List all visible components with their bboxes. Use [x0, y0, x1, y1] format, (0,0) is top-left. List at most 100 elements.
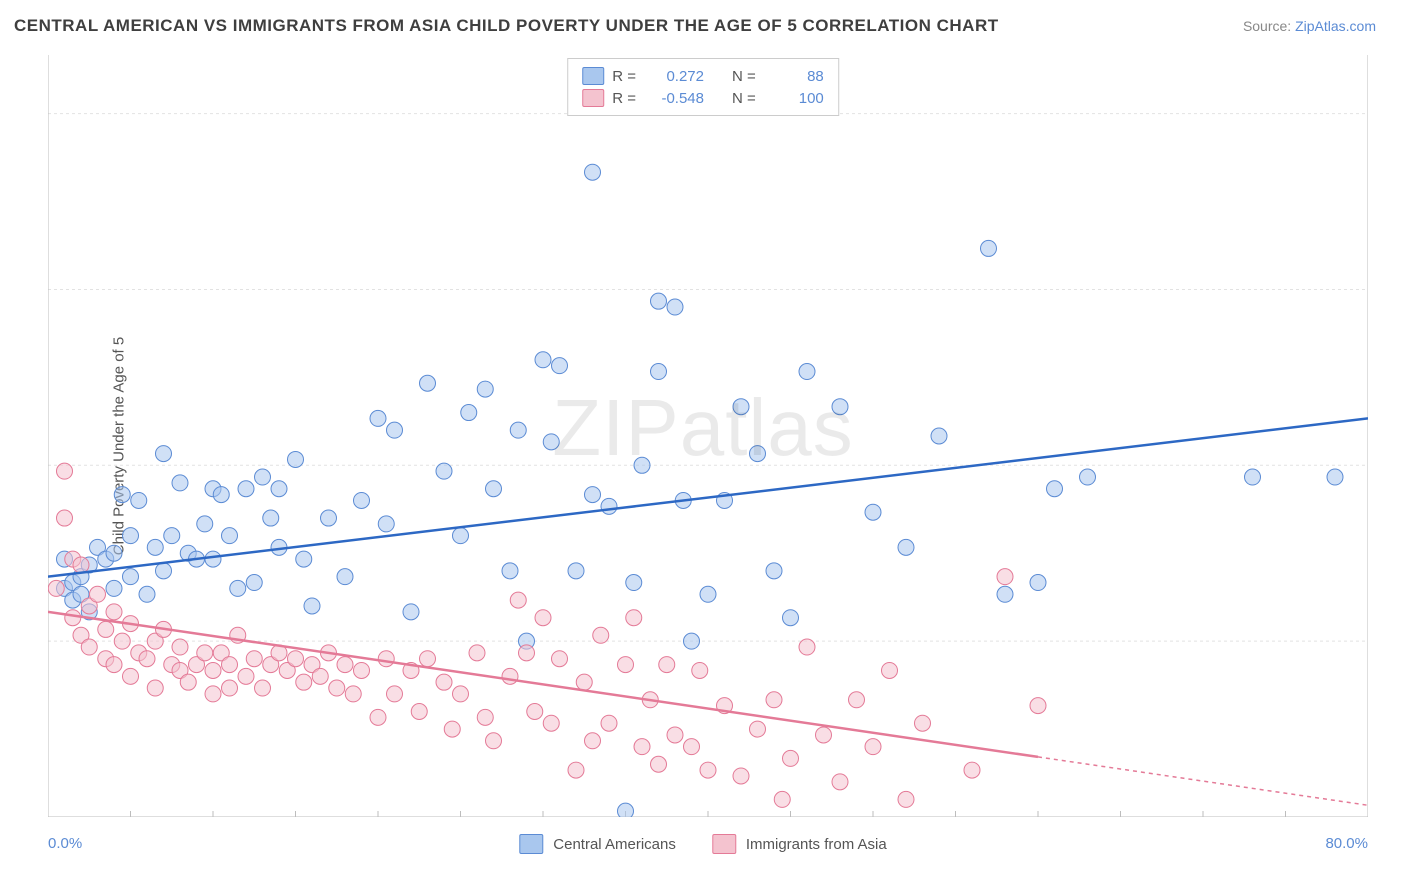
scatter-point — [651, 293, 667, 309]
scatter-point — [576, 674, 592, 690]
scatter-point — [106, 604, 122, 620]
scatter-point — [387, 686, 403, 702]
scatter-point — [750, 446, 766, 462]
scatter-point — [659, 657, 675, 673]
scatter-point — [98, 621, 114, 637]
scatter-point — [288, 451, 304, 467]
scatter-point — [48, 580, 64, 596]
scatter-point — [634, 457, 650, 473]
legend-n-label: N = — [732, 68, 756, 85]
scatter-point — [172, 639, 188, 655]
scatter-point — [230, 580, 246, 596]
scatter-point — [543, 434, 559, 450]
legend-r-value-b: -0.548 — [644, 90, 704, 107]
scatter-point — [370, 709, 386, 725]
scatter-point — [477, 381, 493, 397]
scatter-point — [535, 610, 551, 626]
scatter-point — [1030, 698, 1046, 714]
legend-row-series-b: R = -0.548 N = 100 — [582, 87, 824, 109]
scatter-point — [997, 569, 1013, 585]
scatter-point — [832, 399, 848, 415]
scatter-point — [700, 586, 716, 602]
scatter-point — [263, 510, 279, 526]
scatter-point — [255, 469, 271, 485]
scatter-point — [57, 510, 73, 526]
scatter-point — [832, 774, 848, 790]
scatter-point — [535, 352, 551, 368]
scatter-point — [519, 645, 535, 661]
scatter-point — [667, 727, 683, 743]
scatter-point — [73, 557, 89, 573]
scatter-point — [378, 516, 394, 532]
scatter-point — [915, 715, 931, 731]
scatter-point — [312, 668, 328, 684]
scatter-point — [337, 569, 353, 585]
scatter-point — [626, 610, 642, 626]
legend-r-label: R = — [612, 90, 636, 107]
scatter-point — [799, 639, 815, 655]
scatter-point — [733, 768, 749, 784]
legend-swatch-a — [582, 67, 604, 85]
scatter-point — [865, 739, 881, 755]
scatter-point — [106, 580, 122, 596]
scatter-point — [997, 586, 1013, 602]
scatter-point — [345, 686, 361, 702]
scatter-point — [585, 487, 601, 503]
scatter-point — [114, 633, 130, 649]
chart-title: CENTRAL AMERICAN VS IMMIGRANTS FROM ASIA… — [14, 16, 999, 36]
scatter-point — [156, 446, 172, 462]
scatter-point — [568, 762, 584, 778]
scatter-point — [816, 727, 832, 743]
scatter-point — [651, 364, 667, 380]
scatter-point — [618, 803, 634, 817]
scatter-point — [222, 657, 238, 673]
scatter-point — [898, 539, 914, 555]
legend-series: Central Americans Immigrants from Asia — [519, 834, 886, 854]
scatter-point — [387, 422, 403, 438]
scatter-point — [601, 715, 617, 731]
scatter-point — [255, 680, 271, 696]
scatter-point — [502, 563, 518, 579]
scatter-point — [552, 651, 568, 667]
scatter-point — [585, 733, 601, 749]
legend-row-series-a: R = 0.272 N = 88 — [582, 65, 824, 87]
scatter-point — [131, 492, 147, 508]
scatter-point — [593, 627, 609, 643]
scatter-point — [378, 651, 394, 667]
scatter-point — [288, 651, 304, 667]
scatter-point — [510, 592, 526, 608]
scatter-point — [329, 680, 345, 696]
legend-swatch-a — [519, 834, 543, 854]
scatter-point — [783, 610, 799, 626]
scatter-point — [865, 504, 881, 520]
scatter-point — [684, 739, 700, 755]
scatter-point — [222, 680, 238, 696]
scatter-point — [700, 762, 716, 778]
scatter-point — [453, 686, 469, 702]
scatter-point — [180, 674, 196, 690]
legend-n-value-a: 88 — [764, 68, 824, 85]
scatter-point — [634, 739, 650, 755]
scatter-point — [1080, 469, 1096, 485]
x-tick-min: 0.0% — [48, 835, 82, 852]
scatter-point — [238, 481, 254, 497]
scatter-point — [123, 528, 139, 544]
scatter-point — [651, 756, 667, 772]
scatter-point — [486, 733, 502, 749]
legend-item-b: Immigrants from Asia — [712, 834, 887, 854]
scatter-point — [139, 586, 155, 602]
x-tick-max: 80.0% — [1325, 835, 1368, 852]
scatter-point — [90, 586, 106, 602]
scatter-point — [197, 645, 213, 661]
scatter-point — [57, 463, 73, 479]
scatter-point — [444, 721, 460, 737]
scatter-point — [931, 428, 947, 444]
scatter-point — [114, 487, 130, 503]
scatter-point — [139, 651, 155, 667]
trendline-extension — [1038, 757, 1368, 805]
legend-r-label: R = — [612, 68, 636, 85]
source-link[interactable]: ZipAtlas.com — [1295, 18, 1376, 34]
scatter-point — [783, 750, 799, 766]
scatter-point — [964, 762, 980, 778]
scatter-point — [420, 651, 436, 667]
